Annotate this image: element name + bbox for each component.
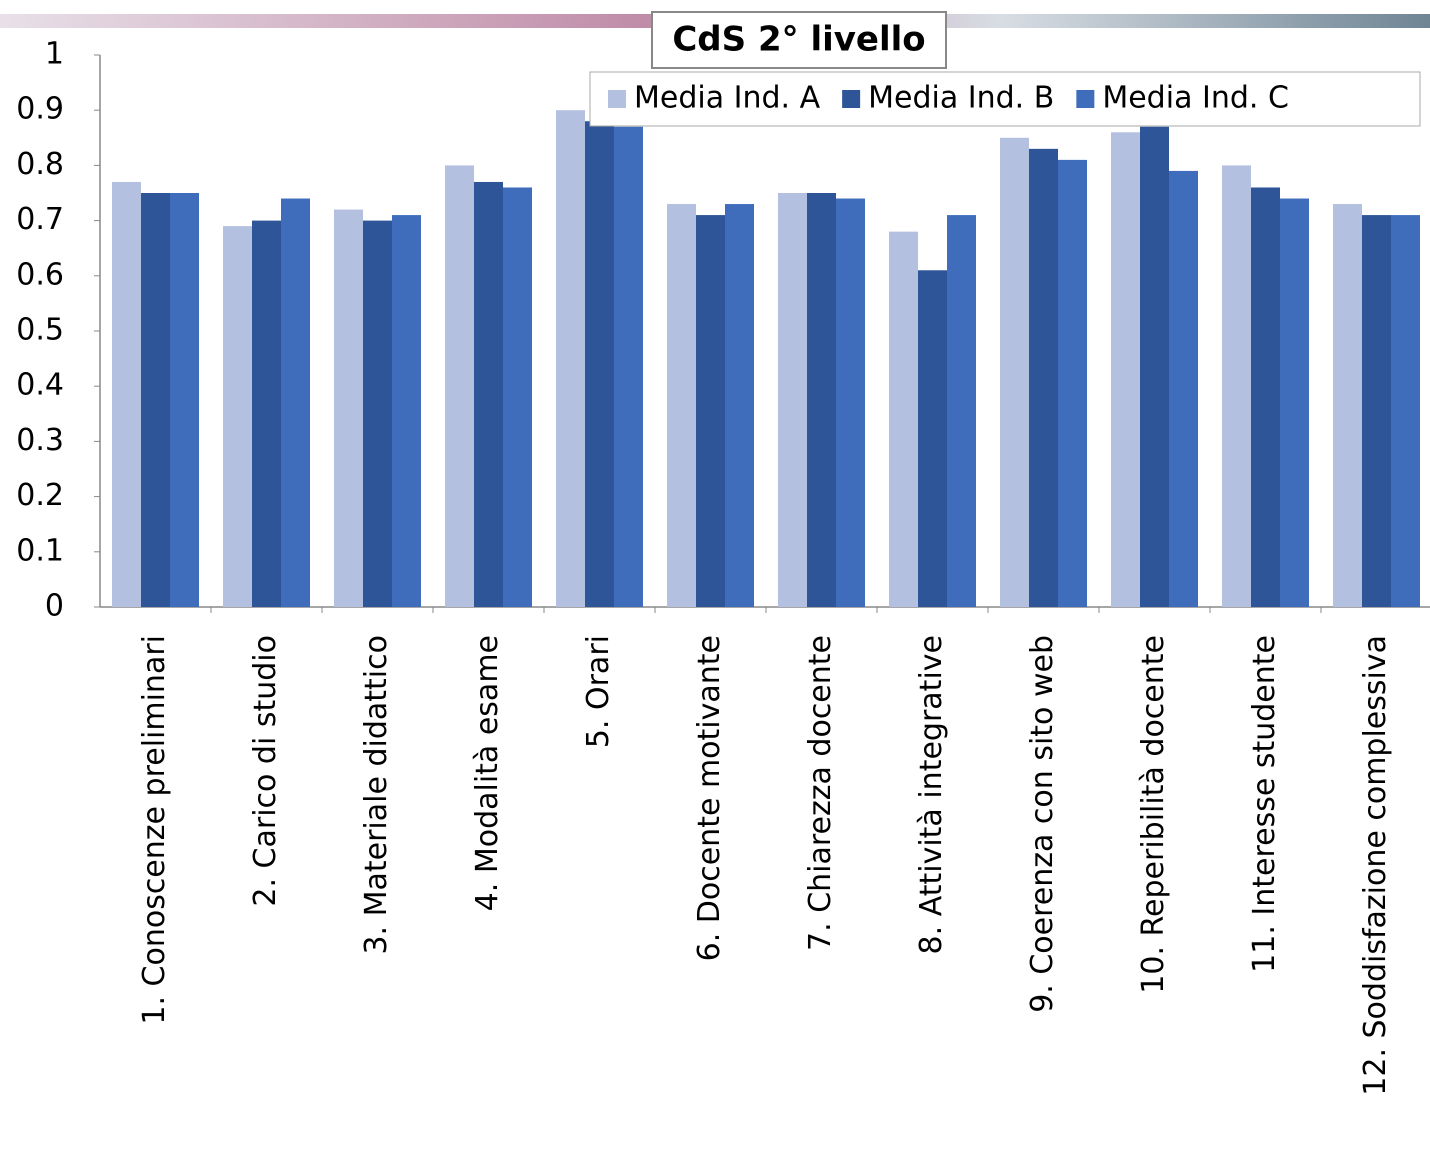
bar [1058,159,1087,607]
y-tick-label: 0.4 [16,368,64,403]
bar [1111,132,1140,607]
legend-label: Media Ind. B [868,81,1054,116]
x-tick-label: 1. Conoscenze preliminari [137,635,172,1025]
x-tick-label: 2. Carico di studio [248,635,283,907]
legend-label: Media Ind. C [1102,81,1289,116]
bar [474,181,503,607]
x-tick-label: 7. Chiarezza docente [803,635,838,951]
legend: Media Ind. A Media Ind. B Media Ind. C [589,71,1421,127]
bar [1251,187,1280,608]
x-tick-label: 9. Coerenza con sito web [1025,635,1060,1013]
bar [141,193,170,607]
y-tick-label: 0.9 [16,92,64,127]
y-tick-label: 0.5 [16,313,64,348]
bar [725,204,754,608]
bar [1280,198,1309,607]
bar [1222,165,1251,607]
x-tick-label: 6. Docente motivante [692,635,727,961]
bar [889,231,918,607]
bar [585,121,614,608]
y-tick-label: 0 [45,589,64,624]
bar [1391,215,1420,607]
y-tick-label: 0.6 [16,257,64,292]
bar [556,110,585,607]
y-tick-label: 0.3 [16,423,64,458]
x-tick-label: 4. Modalità esame [470,635,505,911]
x-tick-label: 8. Attività integrative [914,635,949,954]
bar [1333,204,1362,608]
bar [392,215,421,607]
bar [170,193,199,607]
bar [1169,170,1198,608]
bar [223,226,252,607]
bar [112,181,141,607]
bar [281,198,310,607]
x-tick-label: 5. Orari [581,635,616,748]
bar [334,209,363,607]
plot: 0 0.1 0.2 0.3 0.4 0.5 0.6 0.7 0.8 0.9 1 1. Conoscen… [16,37,1430,1096]
title-box [651,11,947,69]
y-tick-label: 0.1 [16,533,64,568]
bar [1029,148,1058,607]
bar [667,204,696,608]
legend-box [589,71,1421,127]
bar [1140,126,1169,607]
bar [947,215,976,607]
y-tick-label: 0.8 [16,147,64,182]
bar [503,187,532,608]
x-tick-label: 12. Soddisfazione complessiva [1358,635,1393,1096]
y-tick-label: 0.7 [16,202,64,237]
x-tick-label: 3. Materiale didattico [359,635,394,955]
legend-swatch [842,90,861,108]
y-tick-label: 0.2 [16,478,64,513]
bar [807,193,836,607]
x-tick-label: 11. Interesse studente [1247,635,1282,973]
bar [363,220,392,607]
bar [1362,215,1391,607]
bar [1000,137,1029,608]
bar [252,220,281,607]
bar [614,126,643,607]
x-tick-label: 10. Reperibilità docente [1136,635,1171,994]
bar [696,215,725,607]
bar [918,270,947,607]
legend-label: Media Ind. A [634,81,821,116]
bar [445,165,474,607]
legend-swatch [608,90,626,108]
legend-swatch [1076,90,1095,108]
bar [778,193,807,607]
chart-title: CdS 2° livello [672,20,925,60]
y-tick-label: 1 [45,37,64,72]
bar [836,198,865,607]
